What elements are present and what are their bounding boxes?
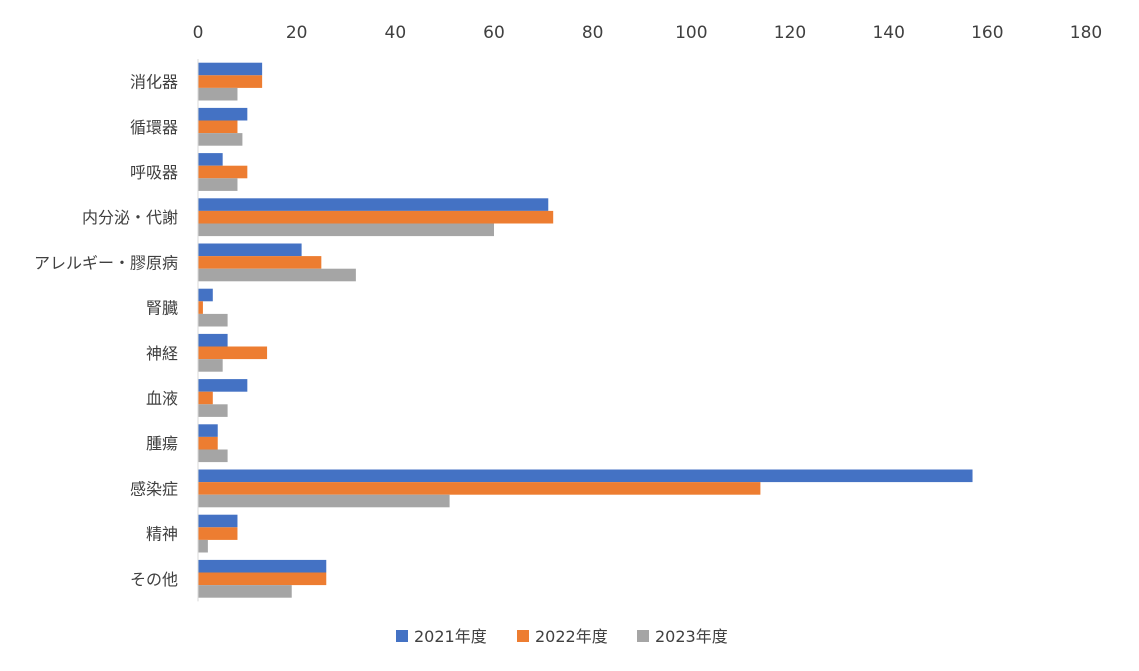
x-tick-label: 100 [675,23,707,43]
bar [198,379,248,392]
bar [198,469,973,483]
category-label: アレルギー・膠原病 [34,253,178,272]
bar [198,62,263,76]
x-tick-label: 120 [774,23,806,43]
bars-layer [198,62,973,598]
bar [198,572,327,586]
bar [198,494,450,508]
bar [198,482,761,495]
bar [198,346,268,360]
category-label: 感染症 [130,479,178,498]
bar [198,198,549,211]
legend: 2021年度 2022年度 2023年度 [396,627,728,646]
legend-swatch [517,630,529,642]
x-tick-label: 80 [582,23,604,43]
bar [198,514,238,528]
category-label: 腎臓 [146,299,178,318]
bar [198,153,223,166]
bar [198,539,208,553]
category-label: 血液 [146,389,178,408]
bar [198,585,292,598]
x-tick-label: 180 [1070,23,1102,43]
legend-label: 2022年度 [535,627,608,646]
x-tick-label: 40 [385,23,407,43]
category-label: 内分泌・代謝 [82,208,178,227]
category-label: 神経 [146,344,178,363]
x-tick-label: 20 [286,23,308,43]
bar [198,178,238,191]
legend-swatch [637,630,649,642]
bar [198,256,322,269]
bar [198,313,228,327]
bar [198,165,248,179]
x-axis-ticks: 0 20 40 60 80 100 120 140 160 180 [193,23,1103,43]
bar [198,559,327,573]
bar [198,391,213,405]
category-label: 呼吸器 [130,163,178,182]
bar [198,268,356,282]
category-label: 循環器 [130,118,178,137]
x-tick-label: 140 [872,23,904,43]
bar [198,333,228,347]
bar [198,223,494,237]
bar [198,288,213,302]
x-tick-label: 60 [483,23,505,43]
category-label: 消化器 [130,73,178,92]
legend-label: 2023年度 [655,627,728,646]
bar [198,404,228,417]
legend-swatch [396,630,408,642]
category-label: 腫瘍 [146,434,178,453]
bar [198,75,263,88]
category-label: その他 [130,570,178,589]
bar [198,133,243,146]
legend-label: 2021年度 [414,627,487,646]
x-tick-label: 160 [971,23,1003,43]
bar [198,436,218,450]
x-tick-label: 0 [193,23,204,43]
bar [198,120,238,134]
bar [198,449,228,463]
bar [198,243,302,257]
category-label: 精神 [146,525,178,544]
bar [198,527,238,540]
bar [198,301,203,314]
bar [198,210,554,224]
bar [198,359,223,372]
bar [198,424,218,437]
bar [198,107,248,121]
bar [198,87,238,101]
